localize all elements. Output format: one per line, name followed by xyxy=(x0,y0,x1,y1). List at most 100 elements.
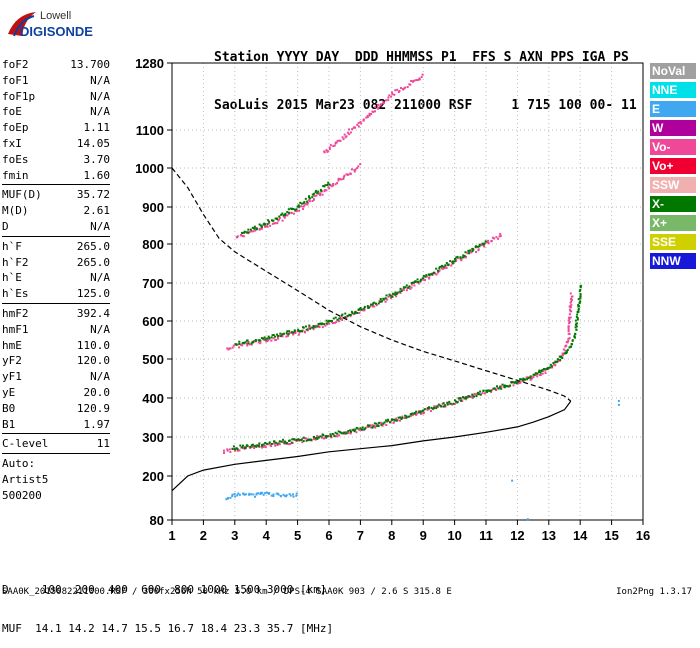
echo-point xyxy=(253,227,256,230)
echo-point xyxy=(381,300,384,303)
echo-point xyxy=(302,208,305,211)
echo-point xyxy=(489,389,492,392)
param-label: D xyxy=(2,219,9,233)
echo-point xyxy=(574,319,577,322)
echo-point xyxy=(233,448,236,451)
echo-point xyxy=(258,227,261,230)
echo-point xyxy=(231,447,234,450)
echo-point xyxy=(561,357,564,360)
echo-point xyxy=(374,302,377,305)
echo-point xyxy=(379,300,382,303)
echo-point xyxy=(282,332,285,335)
echo-point xyxy=(478,245,481,248)
echo-point xyxy=(250,230,253,233)
x-tick-label: 6 xyxy=(325,528,332,543)
echo-point xyxy=(556,360,559,363)
echo-point xyxy=(285,494,288,497)
echo-point xyxy=(287,334,290,337)
echo-point xyxy=(351,312,354,315)
x-tick-label: 11 xyxy=(479,528,493,543)
echo-point xyxy=(436,405,439,408)
echo-point xyxy=(249,446,252,449)
echo-point xyxy=(465,255,468,258)
echo-point xyxy=(247,342,250,345)
echo-point xyxy=(288,211,291,214)
echo-point xyxy=(260,224,263,227)
echo-point xyxy=(319,188,322,191)
echo-point xyxy=(251,445,254,448)
echo-point xyxy=(409,83,412,86)
echo-point xyxy=(237,492,240,495)
echo-point xyxy=(284,212,287,215)
echo-point xyxy=(419,411,422,414)
echo-point xyxy=(274,217,277,220)
echo-point xyxy=(285,332,288,335)
echo-point xyxy=(278,216,281,219)
logo-text-line2: DIGISONDE xyxy=(20,24,93,39)
echo-point xyxy=(436,269,439,272)
echo-point xyxy=(575,322,578,325)
echo-point xyxy=(359,428,362,431)
echo-point xyxy=(266,223,269,226)
auto-scaling-line: 500200 xyxy=(2,488,42,502)
echo-point xyxy=(282,214,285,217)
echo-point xyxy=(348,313,351,316)
param-row: foF2 13.700 xyxy=(2,57,110,73)
echo-point xyxy=(326,183,329,186)
y-tick-label: 1000 xyxy=(135,161,164,176)
y-tick-label: 200 xyxy=(142,469,164,484)
param-row: foF1p N/A xyxy=(2,89,110,105)
echo-point xyxy=(344,312,347,315)
echo-point xyxy=(396,291,399,294)
echo-point xyxy=(306,201,309,204)
echo-point xyxy=(338,178,341,181)
echo-point xyxy=(239,444,242,447)
echo-point xyxy=(358,311,361,314)
echo-point xyxy=(308,200,311,203)
echo-point xyxy=(247,340,250,343)
echo-point xyxy=(538,374,541,377)
echo-point xyxy=(334,142,337,145)
echo-point xyxy=(359,120,362,123)
echo-point xyxy=(317,192,320,195)
echo-point xyxy=(236,494,239,497)
echo-point xyxy=(463,397,466,400)
echo-point xyxy=(332,322,335,325)
echo-point xyxy=(526,378,529,381)
echo-point xyxy=(392,421,395,424)
x-tick-label: 4 xyxy=(263,528,271,543)
echo-point xyxy=(322,185,325,188)
echo-point xyxy=(356,167,359,170)
echo-point xyxy=(293,329,296,332)
echo-point xyxy=(479,393,482,396)
y-tick-label: 1100 xyxy=(136,123,164,138)
echo-point xyxy=(389,297,392,300)
echo-point xyxy=(374,426,377,429)
echo-point xyxy=(245,493,248,496)
echo-point xyxy=(441,402,444,405)
echo-point xyxy=(284,442,287,445)
echo-point xyxy=(325,149,328,152)
echo-point xyxy=(495,236,498,239)
echo-point xyxy=(287,443,290,446)
echo-point xyxy=(268,220,271,223)
echo-point xyxy=(319,322,322,325)
echo-point xyxy=(438,266,441,269)
echo-point xyxy=(307,327,310,330)
echo-point xyxy=(411,414,414,417)
noise-point xyxy=(526,518,529,521)
y-tick-label: 500 xyxy=(142,352,164,367)
echo-point xyxy=(325,322,328,325)
echo-point xyxy=(286,214,289,217)
trace-echoes xyxy=(226,232,502,351)
echo-point xyxy=(316,435,319,438)
echo-point xyxy=(422,409,425,412)
echo-point xyxy=(238,342,241,345)
echo-point xyxy=(325,319,328,322)
echo-point xyxy=(474,245,477,248)
echo-point xyxy=(327,435,330,438)
echo-point xyxy=(370,303,373,306)
echo-point xyxy=(357,308,360,311)
param-value: 120.9 xyxy=(76,401,110,415)
echo-point xyxy=(497,237,500,240)
